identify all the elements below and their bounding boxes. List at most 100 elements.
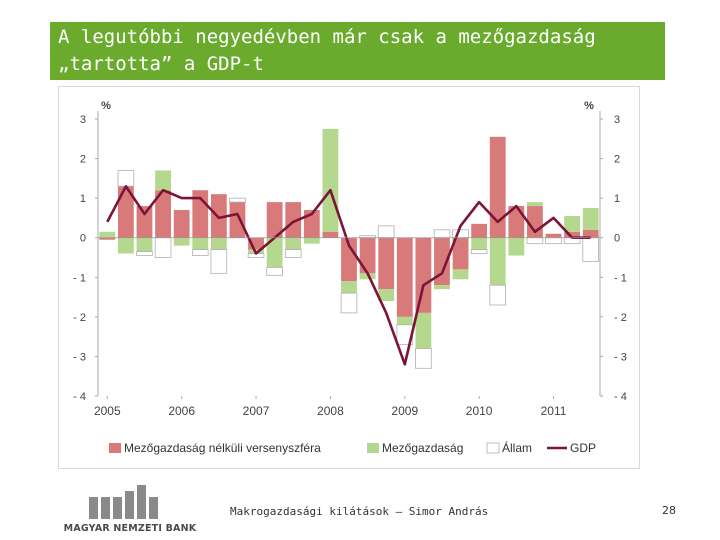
y-tick-label-right: 2 <box>614 154 620 166</box>
y-tick-label-right: 3 <box>614 114 620 126</box>
bar-government <box>266 266 283 276</box>
bar-private-sector <box>378 237 395 290</box>
bar-agriculture <box>99 231 116 238</box>
bar-private-sector <box>248 237 264 250</box>
bar-agriculture <box>508 237 525 256</box>
bar-private-sector <box>155 190 171 238</box>
bar-private-sector <box>489 136 506 238</box>
bar-private-sector <box>285 202 302 238</box>
bar-private-sector <box>210 194 227 238</box>
legend-label: Mezőgazdaság <box>382 441 463 455</box>
bar-government <box>154 237 172 258</box>
y-tick-label-right: - 2 <box>614 312 627 324</box>
bar-private-sector <box>545 233 562 238</box>
chart-panel: 3 3 2 2 1 1 0 0 - 1 - 1 - 2 - 2 - 3 - 3 - 4 - 4%% 2005 20… <box>58 86 640 469</box>
page-number: 28 <box>662 504 676 517</box>
x-tick-label: 2010 <box>466 404 493 418</box>
y-tick-label-left: 2 <box>80 154 86 166</box>
bar-government <box>210 249 228 274</box>
bar-private-sector <box>341 237 357 282</box>
bar-government <box>136 251 153 256</box>
axes: 3 3 2 2 1 1 0 0 - 1 - 1 - 2 - 2 - 3 - 3 - 4 - 4% % 2005 20… <box>73 100 627 418</box>
bar-agriculture <box>303 237 320 244</box>
x-tick-label: 2005 <box>94 404 121 418</box>
bar-private-sector <box>434 237 450 286</box>
plot-area <box>99 128 600 369</box>
bar-government <box>526 237 544 245</box>
bar-private-sector <box>471 223 488 238</box>
x-tick-label: 2011 <box>541 404 567 418</box>
bar-private-sector <box>173 210 190 238</box>
bar-private-sector <box>396 237 413 317</box>
bar-private-sector <box>117 186 134 238</box>
legend-label: GDP <box>570 441 596 455</box>
y-tick-label-left: - 1 <box>73 272 86 284</box>
bar-agriculture <box>173 237 190 246</box>
slide-title-line-1: A legutóbbi negyedévben már csak a mezőg… <box>58 26 596 48</box>
bar-government <box>415 348 432 369</box>
bar-agriculture <box>471 237 488 250</box>
bar-private-sector <box>415 237 432 313</box>
x-tick-label: 2007 <box>243 404 270 418</box>
bar-agriculture <box>285 237 302 250</box>
gdp-line <box>106 185 591 366</box>
bar-government <box>433 229 451 239</box>
mnb-logo: MAGYAR NEMZETI BANK <box>55 483 205 535</box>
bar-private-sector <box>564 231 581 238</box>
y-tick-label-left: - 4 <box>73 391 86 403</box>
legend: Mezőgazdaság nélküli versenyszféra Mezőga… <box>109 440 596 455</box>
bar-government <box>470 249 488 254</box>
slide-title-line-2: „tartotta” a GDP-t <box>58 53 264 75</box>
y-tick-label-right: - 4 <box>614 391 627 403</box>
bar-agriculture <box>210 237 227 250</box>
footer-text: Makrogazdasági kilátások – Simor András <box>230 505 489 518</box>
y-tick-label-right: - 3 <box>614 351 627 363</box>
slide-footer: MAGYAR NEMZETI BANK Makrogazdasági kilát… <box>0 475 720 540</box>
y-tick-label-left: 3 <box>80 114 86 126</box>
x-tick-label: 2008 <box>317 404 344 418</box>
bar-private-sector <box>359 237 376 274</box>
bar-private-sector <box>136 206 153 238</box>
bar-agriculture <box>582 208 599 230</box>
logo-text: MAGYAR NEMZETI BANK <box>63 523 197 534</box>
bar-private-sector <box>582 229 599 238</box>
bar-agriculture <box>396 316 413 325</box>
y-tick-label-left: 0 <box>80 233 86 245</box>
bar-government <box>191 249 209 256</box>
y-tick-label-right: 1 <box>614 193 620 205</box>
bar-government <box>489 284 507 306</box>
legend-swatch <box>486 442 500 454</box>
y-axis-unit-left: % <box>101 100 111 112</box>
bar-private-sector <box>452 237 469 270</box>
gdp-contribution-chart: 3 3 2 2 1 1 0 0 - 1 - 1 - 2 - 2 - 3 - 3 - 4 - 4% % 2005 20… <box>73 100 627 455</box>
bar-government <box>582 237 600 262</box>
bar-government <box>117 170 135 187</box>
bar-private-sector <box>99 237 116 240</box>
bar-agriculture <box>415 312 432 349</box>
bar-agriculture <box>155 170 171 191</box>
bar-agriculture <box>452 269 469 280</box>
legend-swatch <box>109 443 121 453</box>
bar-government <box>545 237 562 245</box>
bar-agriculture <box>527 202 543 207</box>
legend-label: Mezőgazdaság nélküli versenyszféra <box>124 441 321 455</box>
y-tick-label-right: - 1 <box>614 272 627 284</box>
bar-agriculture <box>266 237 283 268</box>
bar-agriculture <box>136 237 153 252</box>
bar-government <box>229 197 246 203</box>
y-tick-label-left: - 2 <box>73 312 86 324</box>
legend-swatch <box>367 443 379 453</box>
bar-government <box>377 225 395 239</box>
y-tick-label-left: - 3 <box>73 351 86 363</box>
bar-private-sector <box>322 231 339 238</box>
bar-agriculture <box>192 237 209 250</box>
bar-private-sector <box>266 202 283 238</box>
x-tick-label: 2009 <box>391 404 418 418</box>
bar-agriculture <box>434 285 450 290</box>
bar-government <box>340 292 358 314</box>
slide-title: A legutóbbi negyedévben már csak a mezőg… <box>50 22 665 80</box>
bar-private-sector <box>229 202 246 238</box>
y-tick-label-left: 1 <box>80 193 86 205</box>
bar-government <box>284 249 302 258</box>
bar-private-sector <box>508 206 525 238</box>
